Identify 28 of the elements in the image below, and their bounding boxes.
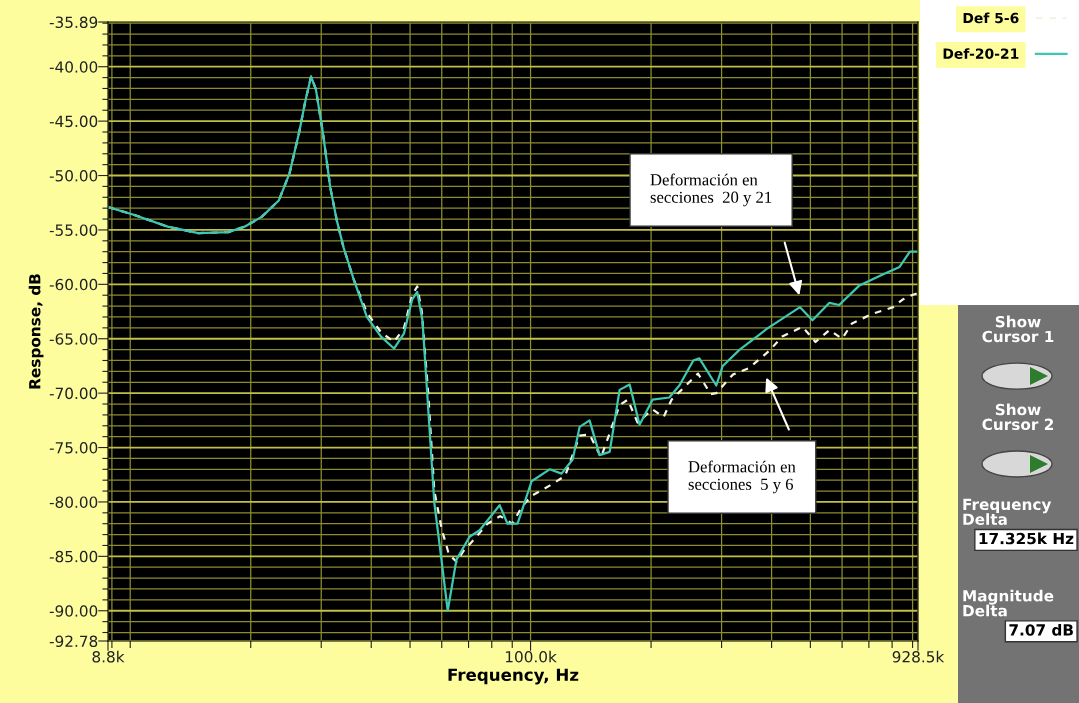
- legend-label: Def-20-21: [943, 48, 1019, 59]
- text: Magnitude Delta: [963, 589, 1054, 617]
- annotation: Deformación en secciones 20 y 21: [650, 173, 772, 207]
- y-tick-label: -65.00: [49, 333, 98, 345]
- y-tick-label: -80.00: [49, 496, 98, 508]
- text: Show Cursor 1: [982, 315, 1054, 343]
- y-tick-label: -85.00: [49, 550, 98, 563]
- x-tick-label: 8.8k: [92, 650, 125, 663]
- text: 7.07 dB: [1009, 623, 1073, 636]
- text: Frequency Delta: [963, 498, 1052, 526]
- y-tick-label: -92.78: [49, 635, 98, 648]
- x-tick-label: 100.0k: [505, 650, 557, 663]
- text: Show Cursor 2: [982, 403, 1054, 431]
- annotation: Deformación en secciones 5 y 6: [688, 460, 796, 494]
- y-tick-label: -45.00: [49, 115, 98, 128]
- y-tick-label: -35.89: [49, 16, 98, 29]
- y-tick-label: -90.00: [49, 605, 98, 617]
- text: 17.325k Hz: [979, 532, 1074, 545]
- legend-label: Def 5-6: [963, 12, 1019, 24]
- x-axis-title: Frequency, Hz: [448, 668, 579, 685]
- x-tick-label: 928.5k: [892, 650, 945, 663]
- y-tick-label: -70.00: [49, 387, 98, 400]
- y-tick-label: -50.00: [49, 169, 98, 182]
- y-tick-label: -75.00: [49, 442, 98, 454]
- y-tick-label: -55.00: [49, 224, 98, 236]
- y-tick-label: -60.00: [49, 278, 98, 291]
- y-tick-label: -40.00: [49, 61, 98, 73]
- y-axis-title: Response, dB: [28, 274, 44, 389]
